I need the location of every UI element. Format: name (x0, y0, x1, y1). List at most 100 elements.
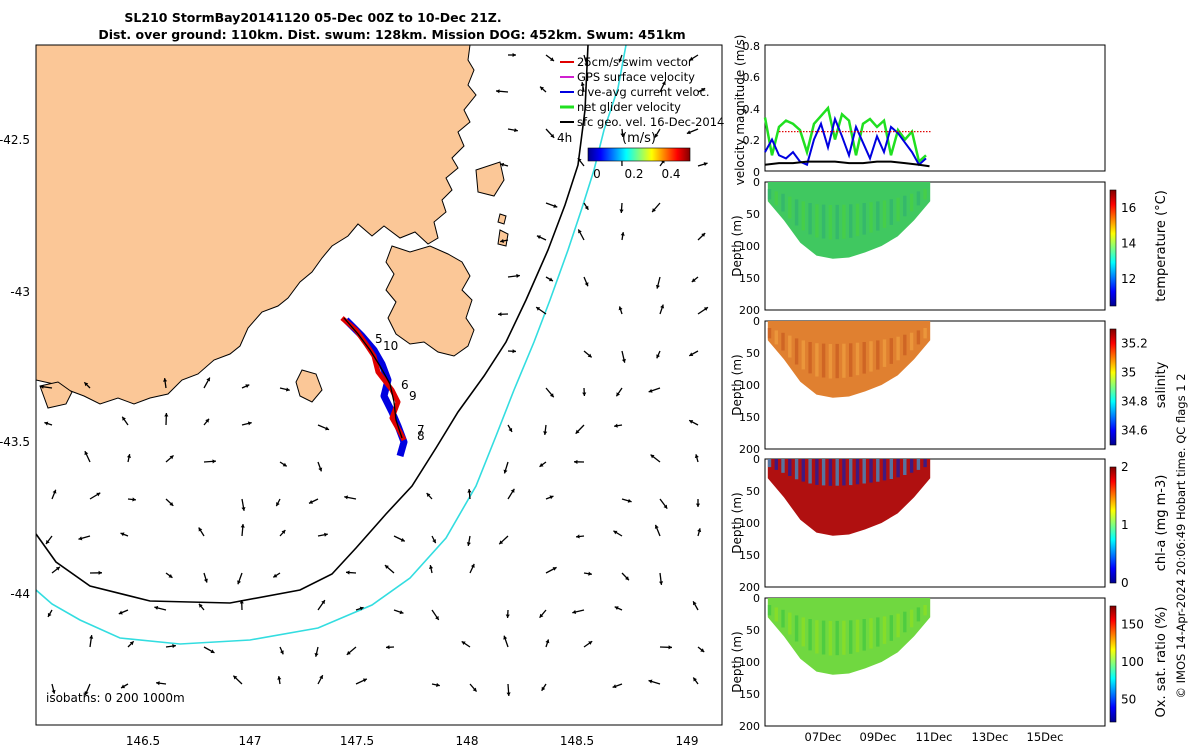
section-texture (821, 204, 826, 239)
geo-vel-arrowhead (241, 507, 246, 511)
geo-vel-arrowhead (614, 423, 618, 428)
section-panel: 0 50 100 150 200 Depth (m) 12 14 16 temperature (… (730, 176, 1169, 317)
y-tick: 0.2 (743, 134, 761, 147)
section-texture (889, 338, 893, 364)
track-label: 6 (401, 378, 409, 392)
section-texture (876, 617, 880, 647)
section-texture (855, 203, 860, 237)
section-texture (835, 204, 839, 240)
geo-vel-arrowhead (122, 416, 126, 421)
geo-vel-arrowhead (84, 691, 89, 696)
section-texture (828, 205, 833, 240)
section-texture (896, 197, 900, 222)
geo-vel-arrowhead (584, 282, 589, 287)
geo-vel-arrowhead (500, 162, 505, 167)
geo-vel-arrowhead (206, 377, 210, 382)
section-texture (828, 344, 833, 379)
geo-vel-arrowhead (496, 89, 500, 94)
section-texture (767, 459, 772, 468)
glider-track: 5 10 6 9 7 8 (340, 316, 425, 457)
section-texture (781, 332, 785, 351)
geo-vel-arrowhead (577, 158, 582, 163)
geo-vel-arrowhead (499, 540, 504, 545)
geo-vel-arrowhead (703, 307, 708, 311)
section-texture (896, 336, 900, 361)
geo-vel-arrowhead (654, 524, 659, 529)
section-texture (869, 618, 873, 649)
section-texture (794, 338, 799, 365)
depth-tick: 50 (746, 347, 760, 360)
section-texture (794, 199, 799, 226)
section-colorbar (1109, 466, 1117, 584)
geo-vel-arrowhead (580, 82, 585, 86)
geo-vel-arrowhead (584, 62, 589, 67)
section-texture (869, 459, 873, 483)
geo-vel-arrowhead (625, 576, 629, 581)
geo-vel-arrowhead (686, 130, 691, 135)
geo-vel-arrowhead (578, 229, 582, 234)
section-texture (903, 459, 907, 475)
legend-label: dive-avg current veloc. (577, 85, 710, 99)
geo-vel-arrowhead (588, 641, 593, 645)
section-texture (821, 620, 826, 655)
geo-velocity-arrows (40, 52, 709, 697)
section-texture (835, 343, 839, 379)
geo-vel-arrowhead (168, 574, 173, 578)
section-texture (774, 459, 778, 470)
colorbar-tick: 150 (1121, 618, 1144, 632)
geo-vel-arrowhead (695, 503, 701, 507)
section-texture (774, 607, 778, 622)
section-texture (849, 620, 853, 654)
geo-vel-arrowhead (247, 421, 252, 426)
geo-vel-arrowhead (154, 605, 159, 610)
depth-tick: 150 (739, 411, 760, 424)
geo-vel-arrowhead (619, 209, 624, 213)
geo-vel-arrowhead (576, 534, 580, 539)
geo-vel-arrowhead (126, 454, 131, 458)
geo-vel-arrowhead (700, 648, 705, 653)
section-texture (821, 459, 826, 486)
geo-vel-arrowhead (386, 645, 390, 650)
geo-vel-arrowhead (51, 689, 56, 694)
geo-vel-arrowhead (346, 650, 351, 655)
lon-axis: 146.5 147 147.5 148 148.5 149 (126, 734, 699, 748)
geo-vel-arrowhead (616, 392, 621, 397)
time-tick: 07Dec (805, 730, 842, 744)
geo-vel-arrowhead (549, 495, 554, 500)
geo-vel-arrowhead (618, 306, 623, 311)
geo-vel-arrowhead (661, 81, 666, 86)
geo-vel-arrowhead (548, 277, 553, 282)
lon-tick: 148 (456, 734, 479, 748)
colorbar-label: salinity (1154, 361, 1169, 408)
time-tick: 09Dec (860, 730, 897, 744)
geo-vel-arrowhead (461, 641, 466, 646)
geo-vel-arrowhead (324, 532, 328, 537)
speed-colorbar: 4h (m/s) 0 0.2 0.4 (557, 131, 691, 181)
geo-vel-arrowhead (198, 603, 203, 608)
geo-vel-arrowhead (549, 393, 554, 398)
section-texture (849, 204, 853, 238)
geo-vel-arrowhead (279, 650, 284, 655)
geo-vel-arrowhead (663, 504, 668, 509)
geo-vel-arrowhead (432, 539, 436, 544)
section-texture (815, 459, 819, 485)
legend-label: net glider velocity (577, 100, 681, 114)
depth-tick: 0 (753, 592, 760, 605)
island-3 (475, 161, 505, 197)
depth-tick: 0 (753, 176, 760, 189)
depth-tick: 150 (739, 549, 760, 562)
section-texture (923, 459, 927, 468)
section-texture (862, 619, 866, 651)
section-texture (889, 199, 893, 225)
velocity-panel: velocity magnitude (m/s) 0 0.2 0.4 0.6 0… (733, 35, 1106, 185)
geo-vel-arrowhead (44, 421, 49, 426)
section-texture (842, 343, 846, 378)
geo-vel-arrowhead (47, 612, 52, 617)
geo-vel-arrowhead (78, 536, 83, 541)
y-tick: 0.4 (743, 103, 761, 116)
geo-vel-arrowhead (689, 352, 694, 356)
section-texture (862, 459, 866, 484)
geo-vel-arrowhead (536, 307, 541, 311)
